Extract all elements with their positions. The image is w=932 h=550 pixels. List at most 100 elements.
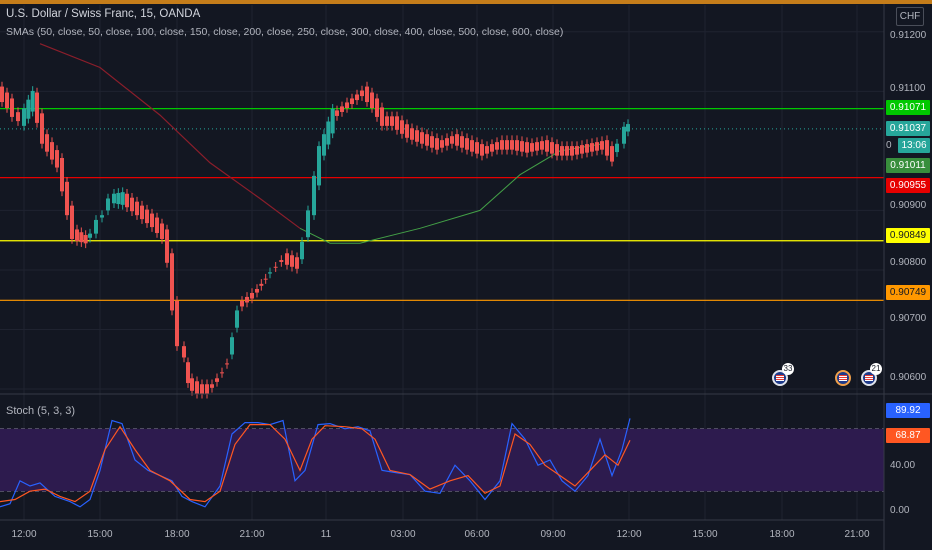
time-tick: 15:00 xyxy=(87,529,113,540)
bear-candle xyxy=(465,138,469,150)
bear-candle xyxy=(425,134,429,146)
bear-candle xyxy=(580,145,584,154)
bear-candle xyxy=(355,94,359,101)
time-tick: 18:00 xyxy=(164,529,190,540)
bear-candle xyxy=(520,141,524,152)
time-tick: 03:00 xyxy=(390,529,416,540)
bear-candle xyxy=(55,150,59,168)
bear-candle xyxy=(75,229,79,241)
bear-candle xyxy=(380,107,384,126)
bear-candle xyxy=(285,253,289,265)
bear-candle xyxy=(445,138,449,146)
time-tick: 09:00 xyxy=(540,529,566,540)
bull-candle xyxy=(26,99,31,119)
bear-candle xyxy=(165,229,169,263)
bear-candle xyxy=(435,138,439,150)
stoch-k-line xyxy=(0,418,631,508)
bear-candle xyxy=(370,92,374,109)
bull-candle xyxy=(22,108,26,126)
bear-candle xyxy=(125,193,129,208)
bear-candle xyxy=(585,144,589,153)
price-prefix: 0 xyxy=(886,138,896,153)
bear-candle xyxy=(385,116,389,126)
event-count-badge: 21 xyxy=(870,363,882,375)
bull-candle xyxy=(330,108,335,134)
bear-candle xyxy=(350,98,354,105)
bear-candle xyxy=(590,143,594,152)
bear-candle xyxy=(375,98,379,117)
countdown-tag: 13:06 xyxy=(898,138,930,153)
symbol-title[interactable]: U.S. Dollar / Swiss Franc, 15, OANDA xyxy=(6,8,201,20)
current-price-tag: 0.91037 xyxy=(886,121,930,136)
bear-candle xyxy=(263,278,268,280)
bear-candle xyxy=(420,132,424,144)
bear-candle xyxy=(135,201,139,216)
horizontal-levels xyxy=(0,107,884,301)
currency-button[interactable]: CHF xyxy=(896,7,924,26)
bear-candle xyxy=(195,381,199,394)
bear-candle xyxy=(470,140,474,152)
bull-candle xyxy=(312,175,316,216)
bear-candle xyxy=(220,372,224,374)
bear-candle xyxy=(455,134,459,146)
bear-candle xyxy=(460,136,464,148)
bull-candle xyxy=(230,337,234,355)
time-tick: 11 xyxy=(320,529,332,540)
us-flag-event-icon[interactable] xyxy=(835,370,851,386)
bull-candle xyxy=(88,233,92,238)
bull-candle xyxy=(116,192,121,205)
stoch-legend[interactable]: Stoch (5, 3, 3) xyxy=(6,405,76,417)
bear-candle xyxy=(500,140,504,150)
bear-candle xyxy=(35,92,39,123)
sma-legend[interactable]: SMAs (50, close, 50, close, 100, close, … xyxy=(6,26,564,38)
bear-candle xyxy=(515,140,519,151)
bear-candle xyxy=(415,130,419,142)
bear-candle xyxy=(490,144,494,152)
bear-candle xyxy=(65,181,69,216)
bear-candle xyxy=(155,217,159,234)
bear-candle xyxy=(365,86,369,103)
time-tick: 12:00 xyxy=(11,529,37,540)
bear-candle xyxy=(295,257,299,269)
bear-candle xyxy=(495,142,499,150)
bull-candle xyxy=(626,124,630,132)
bear-candle xyxy=(70,205,74,239)
bear-candle xyxy=(160,223,164,239)
bear-candle xyxy=(545,140,549,152)
bear-candle xyxy=(480,144,484,156)
bear-candle xyxy=(450,136,454,144)
bear-candle xyxy=(175,300,179,347)
bull-candle xyxy=(268,272,272,274)
bear-candle xyxy=(190,378,194,391)
bear-candle xyxy=(410,128,414,140)
bear-candle xyxy=(405,124,409,138)
bull-candle xyxy=(322,134,326,156)
stoch-d-tag: 68.87 xyxy=(886,428,930,443)
bear-candle xyxy=(600,141,604,150)
bear-candle xyxy=(540,141,544,150)
bull-candle xyxy=(120,192,125,205)
yellow-line-tag: 0.90849 xyxy=(886,228,930,243)
bear-candle xyxy=(485,146,489,154)
bear-candle xyxy=(510,140,514,150)
bull-candle xyxy=(326,121,331,145)
stoch-band xyxy=(0,428,884,492)
bear-candle xyxy=(395,116,399,130)
bear-candle xyxy=(0,86,4,103)
bear-candle xyxy=(290,255,294,267)
bear-candle xyxy=(200,384,204,394)
bear-candle xyxy=(5,92,9,109)
bear-candle xyxy=(340,106,344,112)
bear-candle xyxy=(525,142,529,153)
bear-candle xyxy=(240,300,244,307)
chart-grid xyxy=(0,5,884,520)
orange-line-tag: 0.90749 xyxy=(886,285,930,300)
time-tick: 06:00 xyxy=(464,529,490,540)
bear-candle xyxy=(530,143,534,152)
bear-candle xyxy=(555,144,559,156)
stoch-tick: 0.00 xyxy=(890,505,910,516)
sma-value-tag: 0.91011 xyxy=(886,158,930,173)
bear-candle xyxy=(250,292,254,299)
time-tick: 18:00 xyxy=(769,529,795,540)
